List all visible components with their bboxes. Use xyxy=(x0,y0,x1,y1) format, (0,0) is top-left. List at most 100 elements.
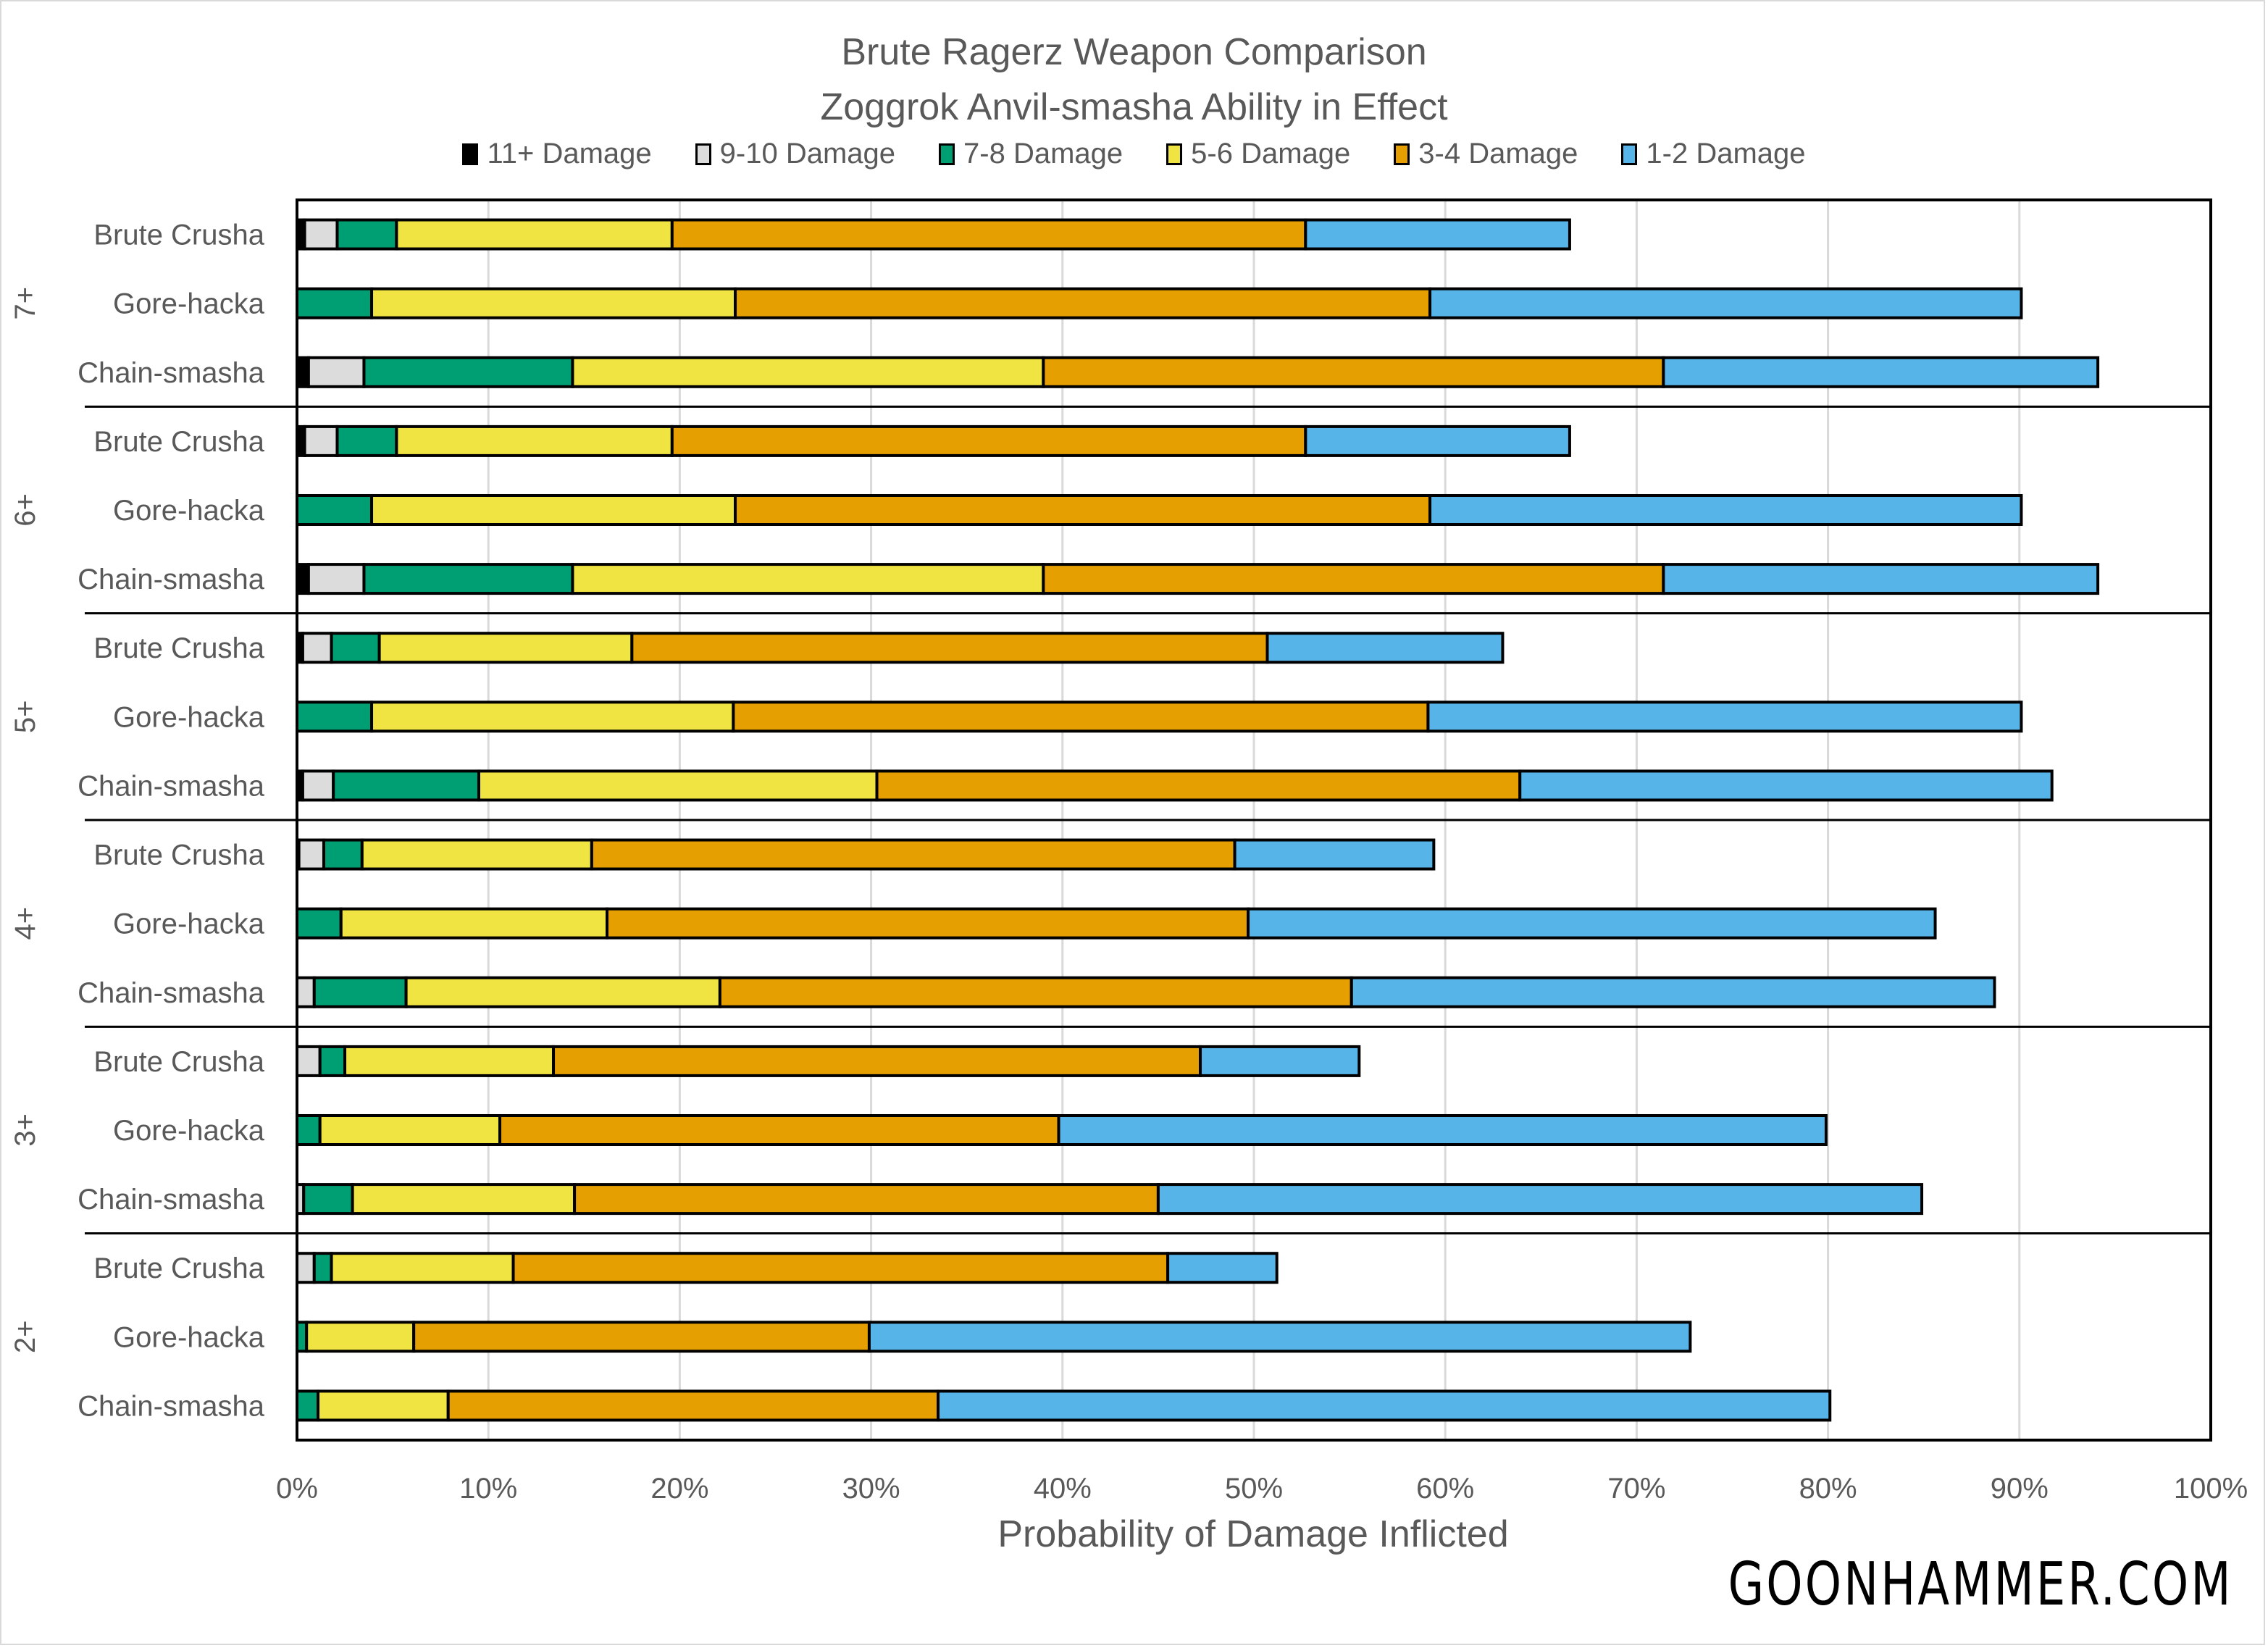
bar-segment-7-8-damage xyxy=(296,1389,320,1422)
category-label: Chain-smasha xyxy=(78,770,265,802)
bar-segment-7-8-damage xyxy=(312,1252,333,1284)
bar-segment-3-4-damage xyxy=(875,769,1522,802)
bar-segment-9-10-damage xyxy=(296,976,316,1008)
group-label: 7+ xyxy=(9,287,41,320)
bar-segment-5-6-damage xyxy=(477,769,879,802)
legend-swatch xyxy=(462,143,479,165)
legend-item-9-10: 9-10 Damage xyxy=(695,138,895,170)
bar-segment-1-2-damage xyxy=(1428,494,2023,526)
legend-label: 1-2 Damage xyxy=(1646,138,1806,170)
bar-segment-9-10-damage xyxy=(306,563,366,595)
bar-segment-3-4-damage xyxy=(734,287,1432,319)
bar-segment-5-6-damage xyxy=(343,1045,556,1077)
bar-segment-3-4-damage xyxy=(718,976,1353,1008)
legend-swatch xyxy=(939,143,955,165)
bar-segment-3-4-damage xyxy=(670,424,1307,457)
category-label: Gore-hacka xyxy=(113,908,265,940)
x-tick-label: 20% xyxy=(650,1473,708,1505)
bar-segment-7-8-damage xyxy=(318,1045,347,1077)
bar-segment-3-4-damage xyxy=(1042,563,1665,595)
category-label: Chain-smasha xyxy=(78,977,265,1009)
x-tick-label: 40% xyxy=(1034,1473,1092,1505)
bar-segment-3-4-damage xyxy=(511,1252,1170,1284)
legend-swatch xyxy=(695,143,711,165)
bar-segment-1-2-damage xyxy=(1518,769,2054,802)
x-tick-label: 60% xyxy=(1416,1473,1474,1505)
chart-subtitle: Zoggrok Anvil-smasha Ability in Effect xyxy=(820,86,1448,128)
bar-segment-9-10-damage xyxy=(296,1045,322,1077)
bar-segment-7-8-damage xyxy=(296,494,374,526)
bar-segment-5-6-damage xyxy=(370,700,735,733)
legend-label: 7-8 Damage xyxy=(963,138,1123,170)
bar-segment-1-2-damage xyxy=(1304,424,1571,457)
group-label: 6+ xyxy=(9,493,41,527)
category-label: Gore-hacka xyxy=(113,1321,265,1353)
category-label: Brute Crusha xyxy=(93,1252,264,1284)
bar-segment-3-4-damage xyxy=(734,494,1432,526)
legend-label: 11+ Damage xyxy=(487,138,652,170)
bar-segment-5-6-damage xyxy=(317,1389,450,1422)
legend-label: 5-6 Damage xyxy=(1191,138,1351,170)
bar-segment-7-8-damage xyxy=(335,424,398,457)
bar-segment-7-8-damage xyxy=(302,1183,354,1216)
bar-segment-9-10-damage xyxy=(303,424,339,457)
category-label: Chain-smasha xyxy=(78,357,265,389)
legend-item-5-6: 5-6 Damage xyxy=(1166,138,1350,170)
bar-segment-7-8-damage xyxy=(296,1114,322,1146)
legend-item-7-8: 7-8 Damage xyxy=(939,138,1123,170)
bar-segment-5-6-damage xyxy=(404,976,721,1008)
category-label: Brute Crusha xyxy=(93,632,264,664)
bar-segment-7-8-damage xyxy=(362,563,574,595)
watermark: GOONHAMMER.COM xyxy=(1728,1550,2233,1619)
bar-segment-3-4-damage xyxy=(446,1389,940,1422)
bar-segment-7-8-damage xyxy=(330,632,381,664)
x-tick-label: 10% xyxy=(459,1473,517,1505)
bar-segment-3-4-damage xyxy=(412,1321,871,1353)
bar-segment-5-6-damage xyxy=(571,356,1045,388)
chart-title: Brute Ragerz Weapon Comparison xyxy=(841,31,1427,73)
legend-item-3-4: 3-4 Damage xyxy=(1394,138,1578,170)
x-tick-label: 80% xyxy=(1799,1473,1857,1505)
bar-segment-7-8-damage xyxy=(335,218,398,251)
bar-segment-1-2-damage xyxy=(1199,1045,1361,1077)
bar-segment-1-2-damage xyxy=(1349,976,1996,1008)
bar-segment-9-10-damage xyxy=(296,1252,316,1284)
bar-segment-3-4-damage xyxy=(732,700,1430,733)
legend: 11+ Damage 9-10 Damage 7-8 Damage 5-6 Da… xyxy=(0,138,2268,170)
x-tick-label: 70% xyxy=(1607,1473,1665,1505)
group-label: 4+ xyxy=(9,907,41,940)
legend-label: 3-4 Damage xyxy=(1418,138,1578,170)
bar-segment-3-4-damage xyxy=(670,218,1307,251)
bar-segment-5-6-damage xyxy=(395,218,674,251)
category-label: Gore-hacka xyxy=(113,495,265,527)
bar-segment-3-4-damage xyxy=(1042,356,1665,388)
bar-segment-5-6-damage xyxy=(377,632,634,664)
bar-segment-9-10-damage xyxy=(303,218,339,251)
legend-label: 9-10 Damage xyxy=(719,138,896,170)
bar-segment-5-6-damage xyxy=(330,1252,515,1284)
category-label: Gore-hacka xyxy=(113,288,265,320)
bar-segment-7-8-damage xyxy=(332,769,480,802)
legend-item-11-plus: 11+ Damage xyxy=(462,138,652,170)
category-label: Chain-smasha xyxy=(78,564,265,595)
category-label: Chain-smasha xyxy=(78,1390,265,1422)
bar-segment-5-6-damage xyxy=(395,424,674,457)
bar-segment-3-4-damage xyxy=(573,1183,1160,1216)
category-label: Chain-smasha xyxy=(78,1184,265,1216)
bar-segment-7-8-damage xyxy=(312,976,408,1008)
bar-segment-1-2-damage xyxy=(867,1321,1692,1353)
bar-segment-5-6-damage xyxy=(305,1321,416,1353)
bar-segment-1-2-damage xyxy=(1166,1252,1279,1284)
bar-segment-5-6-damage xyxy=(370,494,737,526)
bar-segment-1-2-damage xyxy=(1662,356,2100,388)
bar-segment-9-10-damage xyxy=(306,356,366,388)
bar-segment-1-2-damage xyxy=(1662,563,2100,595)
bar-segment-11-damage xyxy=(296,356,310,388)
bar-segment-1-2-damage xyxy=(1233,838,1436,871)
bar-segment-9-10-damage xyxy=(297,838,325,871)
bar-segment-7-8-damage xyxy=(296,700,374,733)
bar-segment-1-2-damage xyxy=(937,1389,1832,1422)
bar-segment-7-8-damage xyxy=(362,356,574,388)
legend-swatch xyxy=(1621,143,1638,165)
